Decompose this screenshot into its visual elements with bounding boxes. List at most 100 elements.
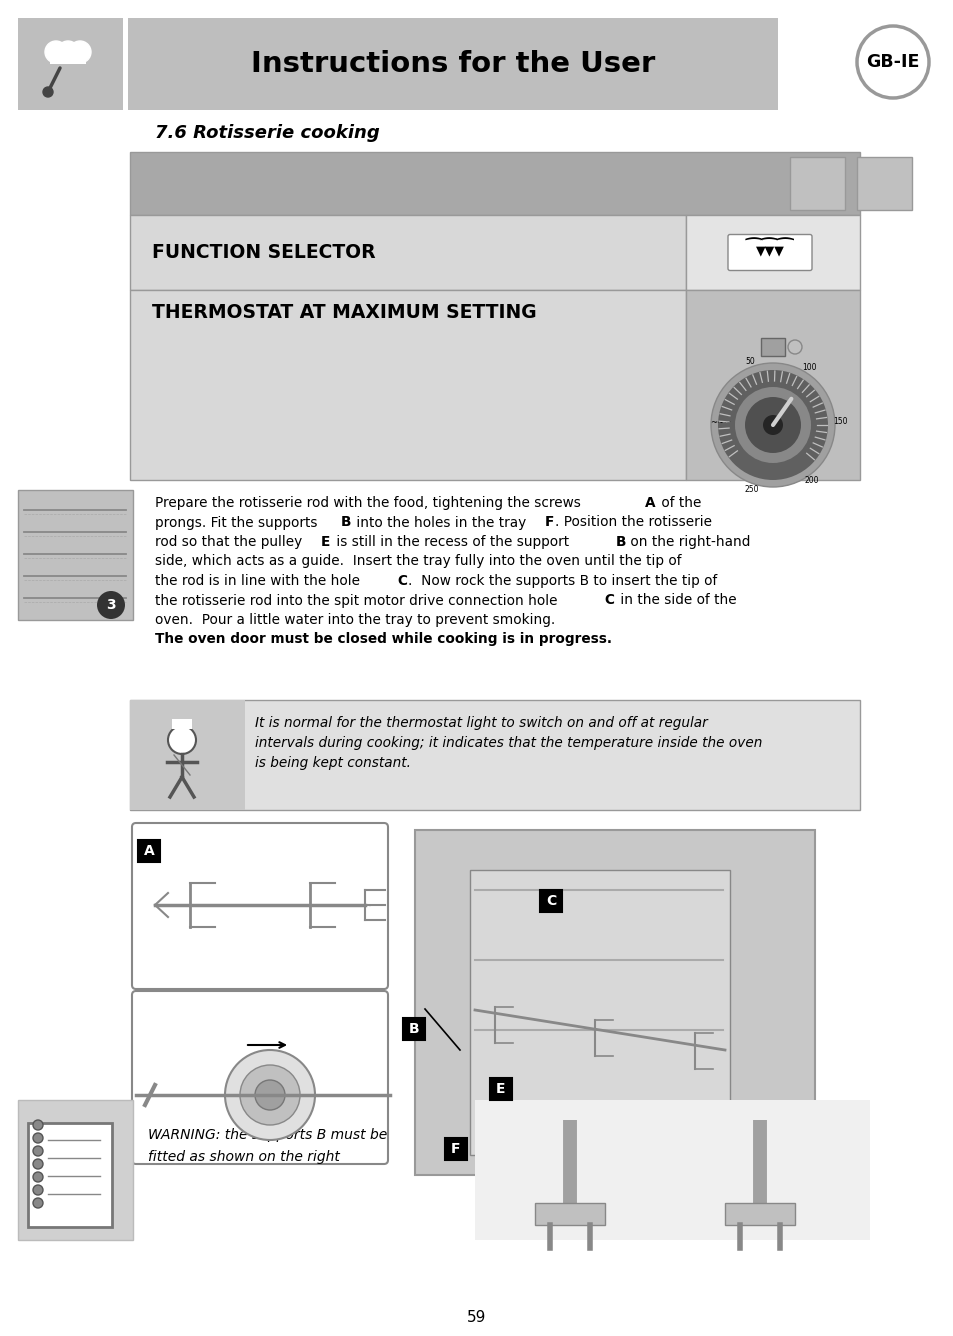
- Text: THERMOSTAT AT MAXIMUM SETTING: THERMOSTAT AT MAXIMUM SETTING: [152, 302, 536, 322]
- Circle shape: [33, 1198, 43, 1208]
- FancyBboxPatch shape: [28, 1124, 112, 1226]
- Circle shape: [734, 387, 810, 464]
- Circle shape: [33, 1133, 43, 1144]
- Text: A: A: [644, 496, 655, 510]
- Text: intervals during cooking; it indicates that the temperature inside the oven: intervals during cooking; it indicates t…: [254, 736, 761, 749]
- FancyBboxPatch shape: [539, 890, 561, 912]
- FancyBboxPatch shape: [856, 158, 911, 210]
- FancyBboxPatch shape: [685, 290, 859, 480]
- FancyBboxPatch shape: [727, 235, 811, 270]
- Text: prongs. Fit the supports: prongs. Fit the supports: [154, 516, 321, 529]
- Text: 250: 250: [744, 485, 759, 494]
- Text: on the right-hand: on the right-hand: [625, 534, 750, 549]
- Circle shape: [33, 1120, 43, 1130]
- FancyBboxPatch shape: [132, 823, 388, 989]
- Text: E: E: [496, 1082, 505, 1096]
- Text: fitted as shown on the right: fitted as shown on the right: [148, 1150, 339, 1164]
- FancyBboxPatch shape: [130, 290, 685, 480]
- Text: B: B: [340, 516, 351, 529]
- Text: Instructions for the User: Instructions for the User: [251, 49, 655, 77]
- Text: C: C: [603, 593, 613, 608]
- FancyBboxPatch shape: [18, 490, 132, 620]
- FancyBboxPatch shape: [138, 840, 160, 862]
- Text: E: E: [320, 534, 330, 549]
- Circle shape: [57, 41, 79, 63]
- FancyBboxPatch shape: [132, 991, 388, 1164]
- Circle shape: [97, 591, 125, 619]
- FancyBboxPatch shape: [18, 17, 123, 110]
- Text: .  Now rock the supports B to insert the tip of: . Now rock the supports B to insert the …: [408, 574, 717, 588]
- FancyBboxPatch shape: [130, 700, 859, 810]
- Circle shape: [33, 1172, 43, 1182]
- FancyBboxPatch shape: [475, 1100, 869, 1240]
- FancyBboxPatch shape: [724, 1202, 794, 1225]
- Circle shape: [33, 1185, 43, 1194]
- Text: The oven door must be closed while cooking is in progress.: The oven door must be closed while cooki…: [154, 632, 612, 647]
- Circle shape: [43, 87, 53, 98]
- Text: FUNCTION SELECTOR: FUNCTION SELECTOR: [152, 243, 375, 262]
- Text: rod so that the pulley: rod so that the pulley: [154, 534, 306, 549]
- Text: 7.6 Rotisserie cooking: 7.6 Rotisserie cooking: [154, 124, 379, 142]
- Text: Prepare the rotisserie rod with the food, tightening the screws: Prepare the rotisserie rod with the food…: [154, 496, 584, 510]
- Circle shape: [710, 363, 834, 488]
- Circle shape: [240, 1065, 299, 1125]
- Text: GB-IE: GB-IE: [865, 53, 919, 71]
- FancyBboxPatch shape: [444, 1138, 467, 1160]
- Text: 100: 100: [801, 363, 816, 371]
- Text: F: F: [451, 1142, 460, 1156]
- Text: WARNING: the supports B must be: WARNING: the supports B must be: [148, 1128, 387, 1142]
- FancyBboxPatch shape: [130, 215, 685, 290]
- Text: side, which acts as a guide.  Insert the tray fully into the oven until the tip : side, which acts as a guide. Insert the …: [154, 554, 680, 569]
- Text: ⁀⁀⁀: ⁀⁀⁀: [745, 240, 793, 261]
- Circle shape: [33, 1160, 43, 1169]
- Circle shape: [168, 725, 195, 754]
- Text: 150: 150: [833, 417, 847, 426]
- FancyBboxPatch shape: [50, 57, 86, 64]
- Circle shape: [762, 415, 782, 436]
- Text: into the holes in the tray: into the holes in the tray: [352, 516, 530, 529]
- Text: 50: 50: [744, 357, 754, 366]
- Circle shape: [787, 339, 801, 354]
- Text: C: C: [545, 894, 556, 908]
- Text: of the: of the: [657, 496, 700, 510]
- Text: oven.  Pour a little water into the tray to prevent smoking.: oven. Pour a little water into the tray …: [154, 613, 555, 627]
- FancyBboxPatch shape: [685, 215, 859, 290]
- Text: in the side of the: in the side of the: [616, 593, 736, 608]
- Text: A: A: [144, 844, 154, 858]
- Circle shape: [718, 370, 827, 480]
- Text: . Position the rotisserie: . Position the rotisserie: [555, 516, 711, 529]
- FancyBboxPatch shape: [535, 1202, 604, 1225]
- Text: ~~~: ~~~: [710, 418, 731, 428]
- FancyBboxPatch shape: [470, 870, 729, 1156]
- FancyBboxPatch shape: [130, 700, 245, 810]
- Circle shape: [744, 397, 801, 453]
- Text: 3: 3: [106, 599, 115, 612]
- Text: It is normal for the thermostat light to switch on and off at regular: It is normal for the thermostat light to…: [254, 716, 707, 729]
- FancyBboxPatch shape: [789, 158, 844, 210]
- FancyBboxPatch shape: [128, 17, 778, 110]
- Text: the rotisserie rod into the spit motor drive connection hole: the rotisserie rod into the spit motor d…: [154, 593, 561, 608]
- Circle shape: [254, 1079, 285, 1110]
- Circle shape: [45, 41, 67, 63]
- Text: is still in the recess of the support: is still in the recess of the support: [332, 534, 573, 549]
- FancyBboxPatch shape: [130, 152, 859, 215]
- Text: is being kept constant.: is being kept constant.: [254, 756, 411, 770]
- FancyBboxPatch shape: [760, 338, 784, 355]
- Circle shape: [225, 1050, 314, 1140]
- FancyBboxPatch shape: [18, 1100, 132, 1240]
- FancyBboxPatch shape: [415, 830, 814, 1174]
- Text: ▼▼▼: ▼▼▼: [755, 244, 783, 257]
- FancyBboxPatch shape: [402, 1018, 424, 1039]
- Text: B: B: [408, 1022, 419, 1035]
- Circle shape: [69, 41, 91, 63]
- Text: B: B: [616, 534, 626, 549]
- Text: 200: 200: [804, 476, 819, 485]
- FancyBboxPatch shape: [490, 1078, 512, 1100]
- Circle shape: [33, 1146, 43, 1156]
- Circle shape: [856, 25, 928, 98]
- FancyBboxPatch shape: [172, 719, 192, 729]
- Text: the rod is in line with the hole: the rod is in line with the hole: [154, 574, 364, 588]
- Text: C: C: [396, 574, 406, 588]
- Text: F: F: [544, 516, 554, 529]
- Text: 59: 59: [467, 1311, 486, 1325]
